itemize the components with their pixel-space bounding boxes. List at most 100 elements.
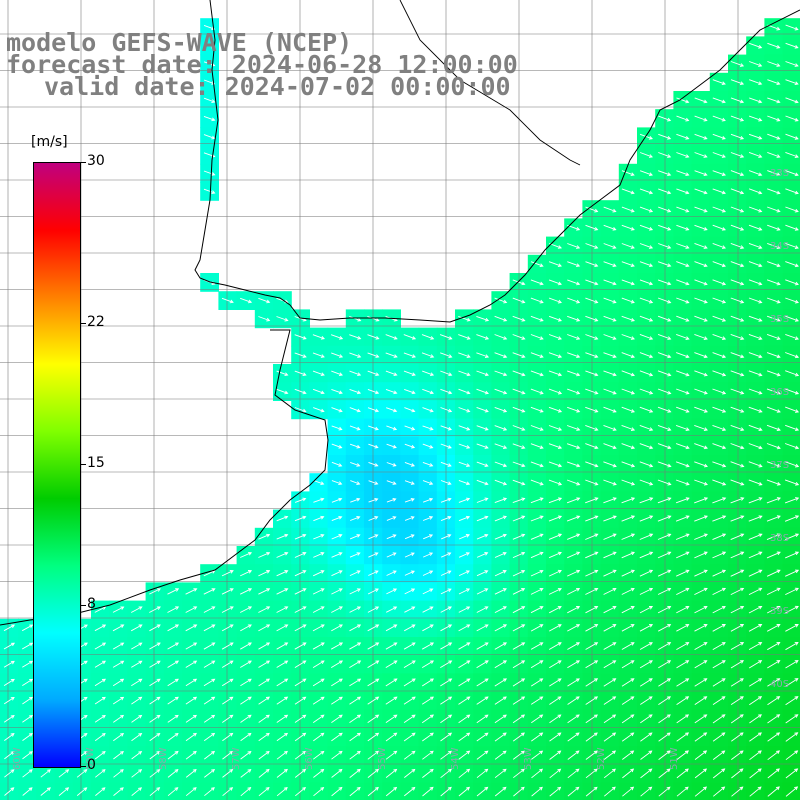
wind-arrow bbox=[567, 315, 580, 322]
wind-arrow-head bbox=[721, 642, 726, 646]
wind-arrow-head bbox=[338, 481, 343, 485]
wind-arrow bbox=[458, 570, 470, 577]
wind-arrow bbox=[730, 443, 744, 449]
wind-arrow-head bbox=[502, 750, 507, 755]
wind-arrow-head bbox=[392, 534, 397, 538]
wind-arrow-head bbox=[411, 768, 416, 773]
wind-arrow-head bbox=[703, 463, 708, 468]
wind-arrow-head bbox=[484, 696, 489, 701]
wind-arrow-head bbox=[357, 317, 362, 322]
wind-arrow-head bbox=[795, 409, 800, 413]
wind-arrow bbox=[331, 480, 342, 485]
wind-arrow-head bbox=[520, 786, 525, 791]
wind-arrow bbox=[785, 151, 799, 158]
wind-arrow bbox=[676, 206, 689, 212]
wind-arrow bbox=[203, 588, 215, 595]
wind-arrow-head bbox=[776, 445, 781, 450]
wind-arrow bbox=[458, 334, 471, 340]
wind-arrow bbox=[766, 551, 781, 559]
wind-arrow bbox=[676, 133, 689, 140]
wind-arrow-head bbox=[666, 786, 671, 791]
wind-arrow-head bbox=[685, 533, 690, 538]
wind-arrow bbox=[221, 570, 234, 577]
wind-arrow bbox=[349, 769, 361, 778]
wind-arrow bbox=[367, 678, 379, 687]
wind-arrow bbox=[658, 188, 671, 194]
wind-arrow-head bbox=[667, 117, 672, 122]
wind-arrow bbox=[331, 407, 343, 412]
wind-arrow bbox=[349, 642, 361, 650]
wind-arrow bbox=[766, 352, 781, 358]
wind-arrow bbox=[694, 188, 707, 194]
wind-arrow bbox=[585, 352, 598, 358]
wind-arrow bbox=[767, 224, 780, 231]
wind-arrow bbox=[657, 479, 671, 486]
wind-arrow bbox=[712, 443, 726, 449]
wind-arrow-head bbox=[666, 714, 671, 718]
latitude-label: 34S bbox=[770, 241, 789, 252]
wind-arrow-head bbox=[576, 317, 581, 322]
wind-arrow bbox=[440, 768, 452, 779]
wind-arrow-head bbox=[502, 696, 507, 701]
wind-arrow-head bbox=[47, 769, 51, 773]
wind-arrow-head bbox=[794, 391, 800, 395]
wind-arrow bbox=[566, 461, 580, 467]
wind-arrow bbox=[621, 624, 635, 632]
wind-arrow bbox=[530, 279, 544, 285]
wind-arrow bbox=[404, 516, 415, 521]
wind-arrow-head bbox=[539, 318, 544, 322]
wind-arrow-head bbox=[193, 606, 198, 610]
wind-arrow-head bbox=[758, 45, 763, 49]
wind-arrow-head bbox=[229, 570, 234, 574]
colorbar-tick-label: 30 bbox=[87, 153, 105, 169]
wind-arrow bbox=[185, 642, 197, 650]
wind-arrow-head bbox=[739, 714, 744, 718]
wind-arrow bbox=[585, 461, 598, 467]
wind-arrow bbox=[621, 334, 635, 340]
wind-arrow-head bbox=[721, 299, 727, 304]
wind-arrow-head bbox=[557, 354, 563, 359]
wind-arrow-head bbox=[211, 714, 216, 719]
wind-arrow bbox=[785, 61, 799, 67]
wind-arrow-head bbox=[703, 605, 708, 610]
wind-arrow-head bbox=[65, 787, 70, 791]
wind-arrow-head bbox=[193, 696, 198, 701]
wind-arrow bbox=[421, 334, 434, 340]
wind-arrow bbox=[712, 79, 726, 85]
wind-arrow bbox=[313, 732, 324, 742]
wind-arrow-head bbox=[338, 732, 343, 737]
wind-arrow-head bbox=[648, 172, 653, 177]
wind-arrow bbox=[548, 570, 562, 577]
wind-arrow bbox=[494, 352, 507, 358]
wind-arrow-head bbox=[338, 534, 343, 538]
wind-arrow bbox=[94, 660, 106, 668]
wind-arrow bbox=[621, 515, 635, 522]
wind-arrow bbox=[349, 370, 361, 376]
wind-arrow-head bbox=[557, 263, 562, 268]
wind-arrow bbox=[676, 660, 689, 669]
wind-arrow bbox=[585, 297, 598, 303]
wind-arrow-head bbox=[193, 624, 198, 628]
wind-arrow-head bbox=[138, 696, 143, 701]
wind-arrow bbox=[240, 769, 251, 778]
wind-arrow bbox=[276, 552, 288, 558]
wind-arrow bbox=[639, 569, 653, 577]
wind-arrow-head bbox=[740, 117, 745, 122]
wind-arrow bbox=[476, 406, 489, 413]
wind-arrow bbox=[639, 315, 653, 322]
wind-arrow bbox=[730, 115, 744, 121]
wind-arrow bbox=[403, 660, 416, 668]
wind-arrow-head bbox=[411, 606, 416, 610]
wind-arrow bbox=[368, 425, 379, 430]
wind-arrow bbox=[657, 297, 671, 304]
wind-arrow bbox=[185, 733, 197, 742]
wind-arrow bbox=[639, 224, 653, 231]
wind-arrow bbox=[585, 624, 598, 632]
wind-arrow-head bbox=[10, 697, 15, 701]
wind-arrow bbox=[639, 606, 653, 614]
wind-arrow bbox=[349, 407, 361, 412]
wind-arrow-head bbox=[320, 533, 325, 538]
wind-arrow bbox=[657, 533, 671, 540]
wind-arrow-head bbox=[320, 642, 325, 646]
wind-arrow bbox=[494, 696, 507, 705]
